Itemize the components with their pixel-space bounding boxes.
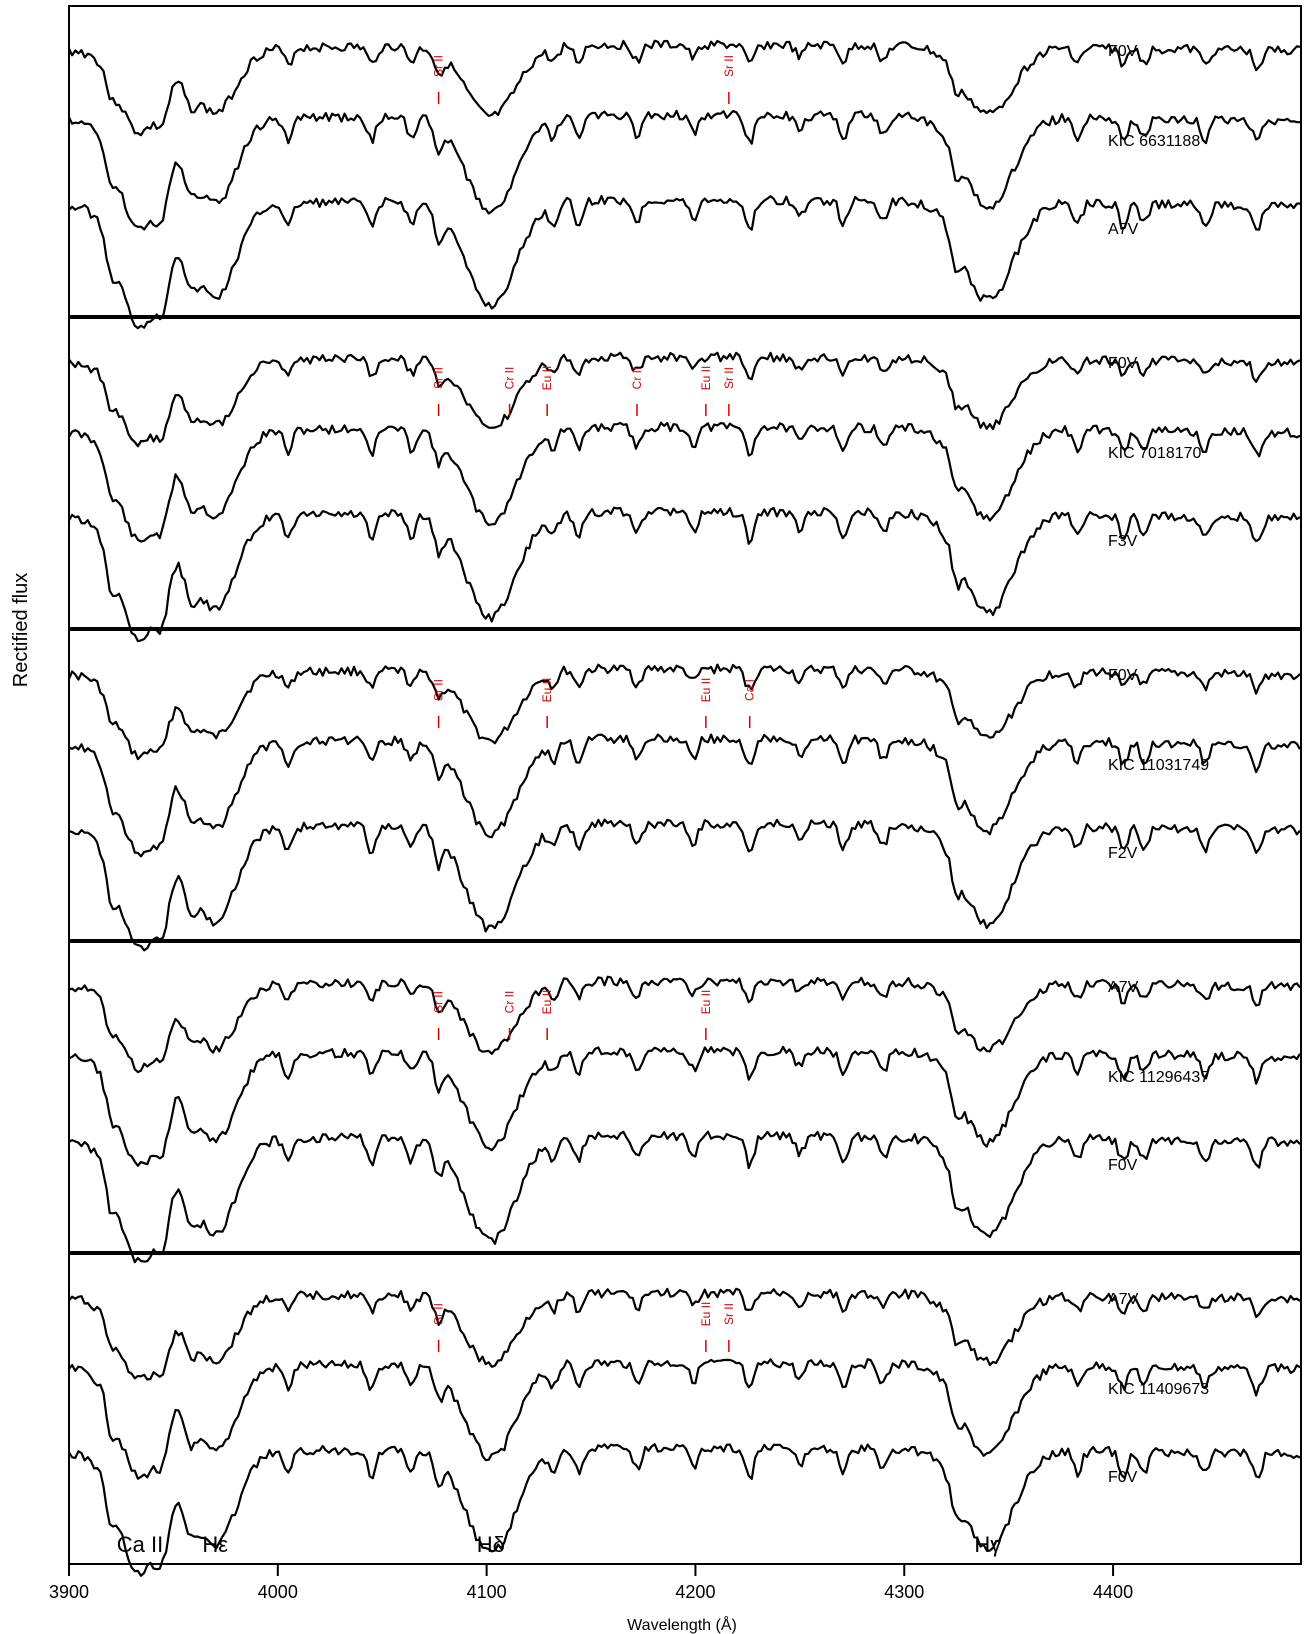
line-id-label: Cr II (503, 367, 517, 390)
series-label: KIC 6631188 (1108, 133, 1200, 150)
feature-label: Hδ (477, 1532, 505, 1557)
spectrum-panel: A7V KIC 11296437 F0V Sr II Cr II Eu II Eu II (68, 941, 1302, 1264)
spectrum-line (68, 351, 1301, 448)
series-label: F3V (1108, 533, 1138, 550)
x-tick-label: 4400 (1093, 1582, 1133, 1602)
line-id-label: Eu II (540, 678, 554, 703)
line-id-label: Sr II (432, 55, 446, 77)
panel-frame (68, 629, 1302, 941)
line-id-label: Sr II (722, 1303, 736, 1325)
spectrum-line (68, 975, 1301, 1074)
series-label: F0V (1108, 1469, 1138, 1486)
x-tick-label: 4300 (884, 1582, 924, 1602)
x-tick-label: 4100 (467, 1582, 507, 1602)
spectrum-line (68, 421, 1301, 543)
series-label: KIC 7018170 (1108, 445, 1202, 462)
line-id-label: Sr II (432, 367, 446, 389)
spectrum-line (68, 818, 1301, 952)
series-label: KIC 11296437 (1108, 1069, 1209, 1086)
line-id-label: Sr II (432, 1303, 446, 1325)
line-id-label: Cr II (630, 367, 644, 390)
line-id-label: Ca I (743, 679, 757, 701)
series-label: A7V (1108, 979, 1139, 996)
series-label: F2V (1108, 845, 1138, 862)
panel-frame (68, 5, 1302, 317)
spectrum-line (68, 1443, 1301, 1577)
spectrum-panel: F0V KIC 6631188 A7V Sr II Sr II (68, 5, 1302, 330)
series-label: KIC 11409673 (1108, 1381, 1209, 1398)
spectrum-line (68, 1130, 1301, 1264)
spectrum-line (68, 733, 1301, 858)
panel-frame (68, 317, 1302, 629)
line-id-label: Cr II (503, 991, 517, 1014)
x-tick-label: 4000 (258, 1582, 298, 1602)
spectrum-panel: A7V KIC 11409673 F0V Sr II Eu II Sr II (68, 1253, 1302, 1577)
series-label: F0V (1108, 355, 1138, 372)
line-id-label: Eu II (540, 990, 554, 1015)
line-id-label: Eu II (699, 1302, 713, 1327)
y-axis-title: Rectified flux (10, 573, 32, 688)
feature-label: Ca II (117, 1532, 163, 1557)
series-label: A7V (1108, 1291, 1139, 1308)
panel-frame (68, 941, 1302, 1253)
x-axis-title: Wavelength (Å) (627, 1615, 737, 1634)
series-label: F0V (1108, 667, 1138, 684)
line-id-label: Sr II (432, 679, 446, 701)
spectrum-line (68, 1287, 1301, 1381)
x-axis: 3900 4000 4100 4200 4300 4400 (49, 1563, 1301, 1602)
spectrum-line (68, 506, 1301, 643)
line-id-label: Sr II (722, 367, 736, 389)
feature-label: Hε (202, 1532, 228, 1557)
series-label: KIC 11031749 (1108, 757, 1209, 774)
spectrum-line (68, 109, 1301, 231)
spectrum-panel: F0V KIC 7018170 F3V Sr II Cr II Eu II Cr II Eu … (68, 317, 1302, 643)
x-tick-label: 3900 (49, 1582, 89, 1602)
spectrum-panel: F0V KIC 11031749 F2V Sr II Eu II Eu II Ca I (67, 629, 1302, 952)
x-tick-label: 4200 (675, 1582, 715, 1602)
spectrum-line (68, 194, 1301, 330)
spectrum-line (68, 1045, 1301, 1167)
series-label: A7V (1108, 221, 1139, 238)
spectrum-line (67, 663, 1301, 761)
series-label: F0V (1108, 43, 1138, 60)
feature-label: Hγ (974, 1532, 1001, 1557)
line-id-label: Eu II (540, 366, 554, 391)
line-id-label: Sr II (722, 55, 736, 77)
line-id-label: Sr II (432, 991, 446, 1013)
spectrum-line (68, 1358, 1301, 1480)
panels: F0V KIC 6631188 A7V Sr II Sr II F0V KIC 701817… (67, 5, 1302, 1577)
feature-labels: Ca II Hε Hδ Hγ (117, 1532, 1001, 1557)
line-id-label: Eu II (699, 678, 713, 703)
series-label: F0V (1108, 1157, 1138, 1174)
line-id-label: Eu II (699, 990, 713, 1015)
line-id-label: Eu II (699, 366, 713, 391)
spectrum-line (68, 39, 1301, 137)
